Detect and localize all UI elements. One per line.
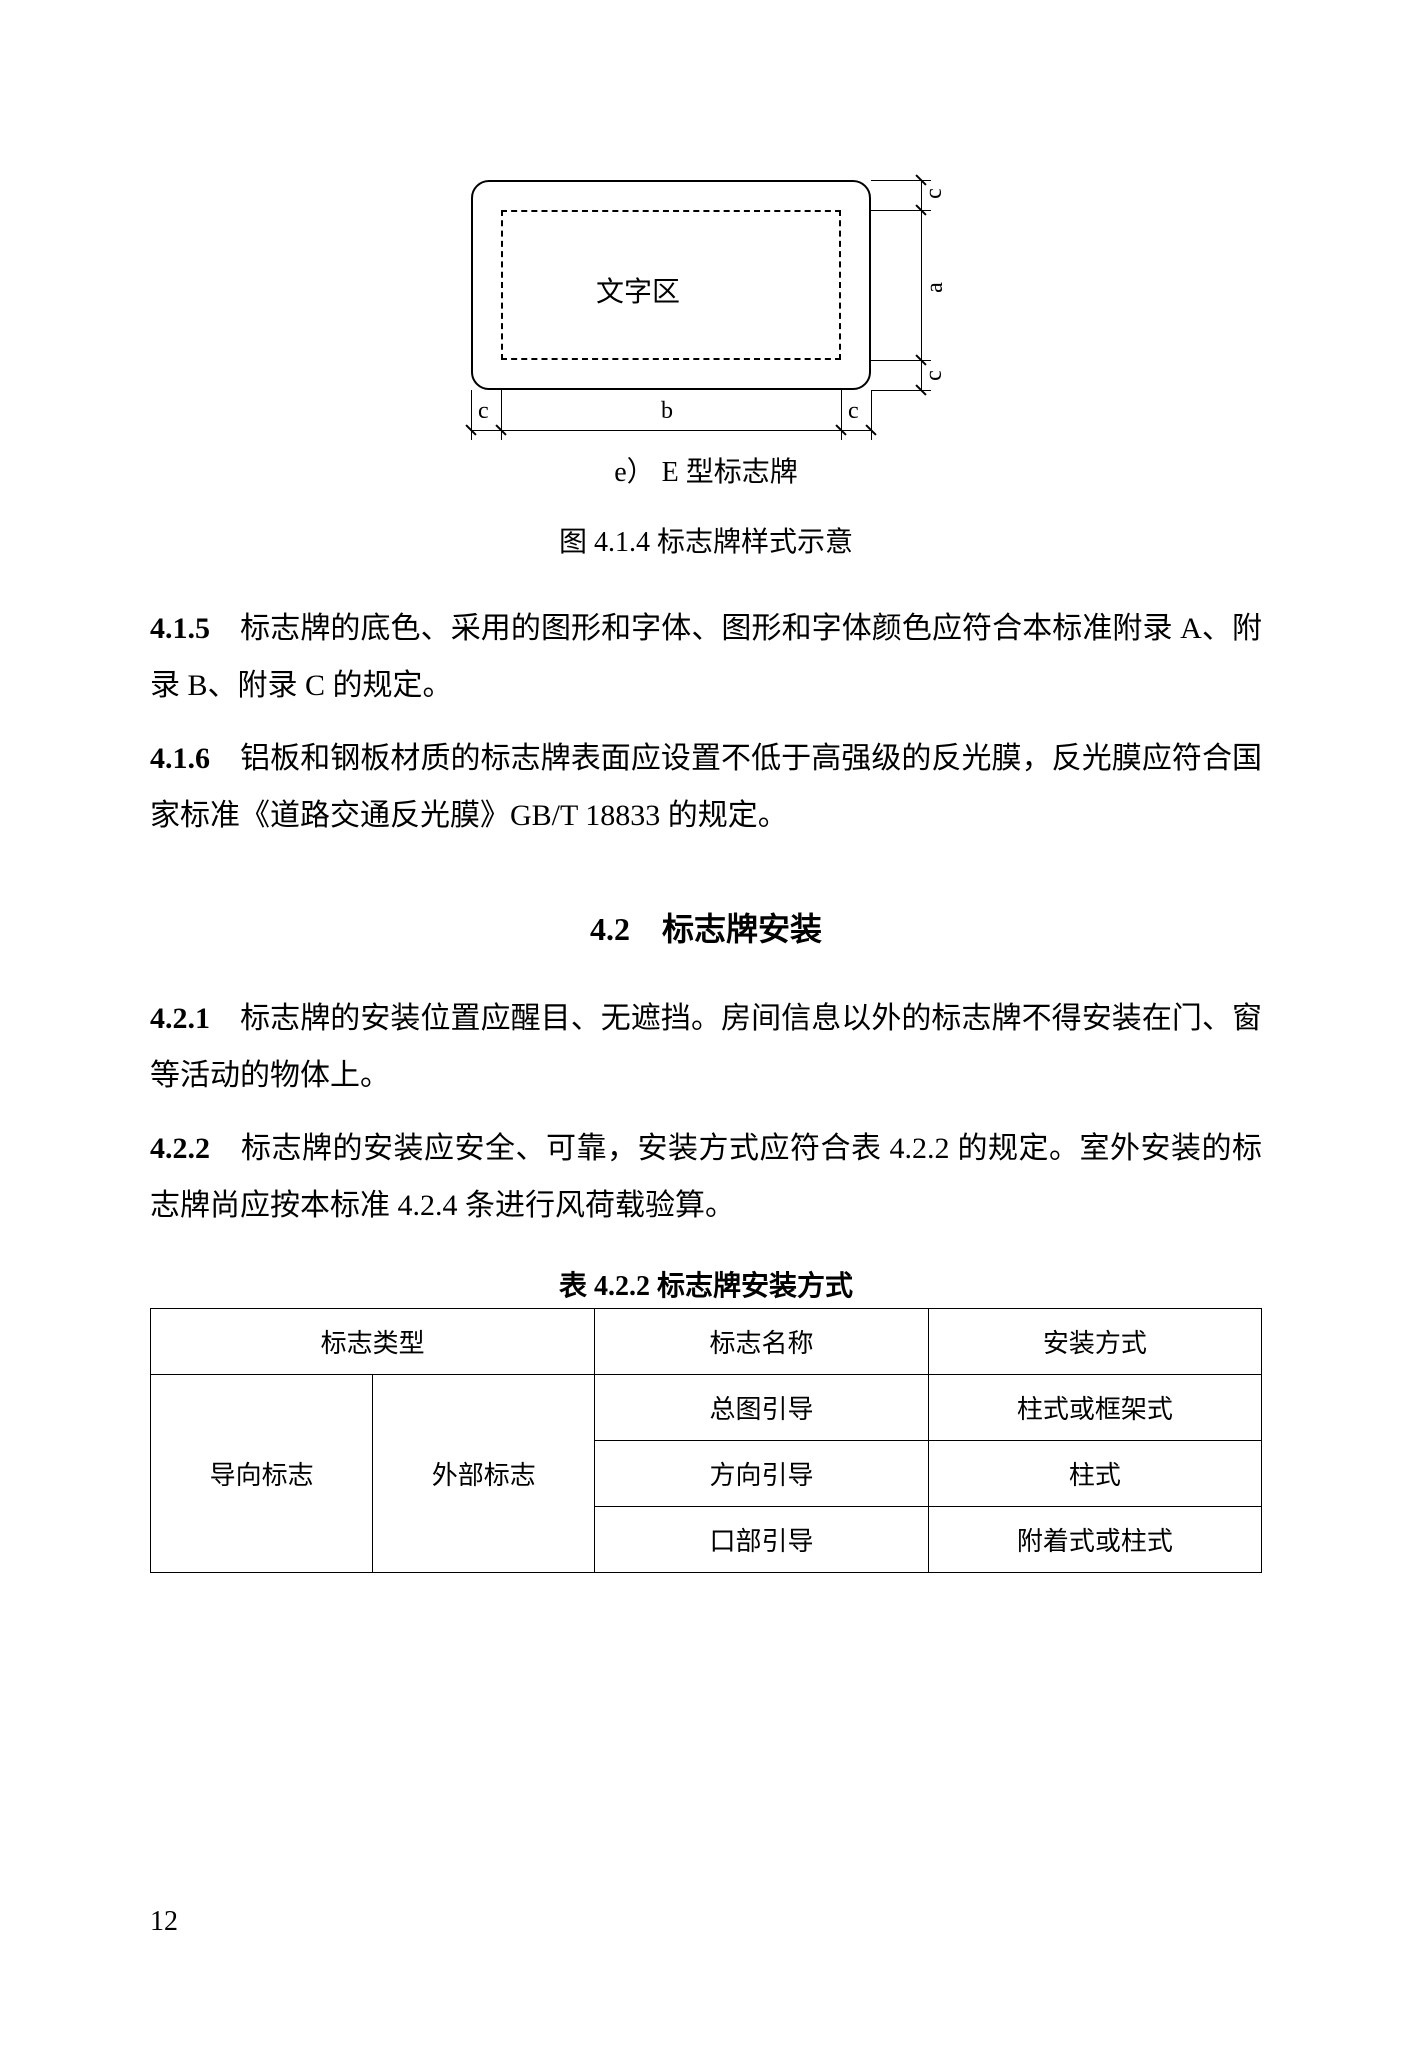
para-text: 铝板和钢板材质的标志牌表面应设置不低于高强级的反光膜，反光膜应符合国家标准《道路… — [150, 742, 1262, 832]
para-text: 标志牌的底色、采用的图形和字体、图形和字体颜色应符合本标准附录 A、附录 B、附… — [150, 612, 1262, 702]
para-num: 4.1.6 — [150, 742, 210, 775]
table-header-cell: 安装方式 — [928, 1309, 1261, 1375]
page-number: 12 — [150, 1906, 178, 1938]
page-content: 文字区 c b c c — [0, 0, 1412, 1673]
table-caption: 表 4.2.2 标志牌安装方式 — [150, 1264, 1262, 1304]
para-num: 4.2.2 — [150, 1132, 210, 1165]
text-region-label: 文字区 — [596, 270, 680, 310]
table-cell: 附着式或柱式 — [928, 1507, 1261, 1573]
paragraph-421: 4.2.1 标志牌的安装位置应醒目、无遮挡。房间信息以外的标志牌不得安装在门、窗… — [150, 990, 1262, 1104]
dim-line-bottom — [471, 430, 871, 431]
dim-label-c: c — [921, 370, 948, 381]
section-heading: 4.2 标志牌安装 — [150, 904, 1262, 950]
dim-label-c: c — [848, 398, 859, 425]
dim-label-c: c — [921, 188, 948, 199]
table-header-cell: 标志名称 — [595, 1309, 928, 1375]
paragraph-416: 4.1.6 铝板和钢板材质的标志牌表面应设置不低于高强级的反光膜，反光膜应符合国… — [150, 730, 1262, 844]
figure-block: 文字区 c b c c — [150, 180, 1262, 560]
paragraph-415: 4.1.5 标志牌的底色、采用的图形和字体、图形和字体颜色应符合本标准附录 A、… — [150, 600, 1262, 714]
install-method-table: 标志类型 标志名称 安装方式 导向标志 外部标志 总图引导 柱式或框架式 方向引… — [150, 1308, 1262, 1573]
dim-label-c: c — [478, 398, 489, 425]
dim-label-a: a — [922, 282, 949, 293]
table-cell: 导向标志 — [151, 1375, 373, 1573]
table-cell: 柱式 — [928, 1441, 1261, 1507]
table-cell: 方向引导 — [595, 1441, 928, 1507]
sign-diagram: 文字区 c b c c — [426, 180, 986, 440]
table-cell: 总图引导 — [595, 1375, 928, 1441]
dim-label-b: b — [661, 398, 673, 425]
figure-main-caption: 图 4.1.4 标志牌样式示意 — [559, 520, 853, 560]
figure-sub-caption: e） E 型标志牌 — [614, 450, 798, 490]
table-cell: 柱式或框架式 — [928, 1375, 1261, 1441]
table-header-cell: 标志类型 — [151, 1309, 595, 1375]
para-num: 4.1.5 — [150, 612, 210, 645]
paragraph-422: 4.2.2 标志牌的安装应安全、可靠，安装方式应符合表 4.2.2 的规定。室外… — [150, 1120, 1262, 1234]
section-title-text: 标志牌安装 — [662, 911, 822, 947]
table-row: 导向标志 外部标志 总图引导 柱式或框架式 — [151, 1375, 1262, 1441]
para-text: 标志牌的安装应安全、可靠，安装方式应符合表 4.2.2 的规定。室外安装的标志牌… — [150, 1132, 1262, 1222]
section-num: 4.2 — [590, 911, 630, 947]
table-cell: 口部引导 — [595, 1507, 928, 1573]
table-cell: 外部标志 — [373, 1375, 595, 1573]
para-text: 标志牌的安装位置应醒目、无遮挡。房间信息以外的标志牌不得安装在门、窗等活动的物体… — [150, 1002, 1262, 1092]
para-num: 4.2.1 — [150, 1002, 210, 1035]
table-header-row: 标志类型 标志名称 安装方式 — [151, 1309, 1262, 1375]
